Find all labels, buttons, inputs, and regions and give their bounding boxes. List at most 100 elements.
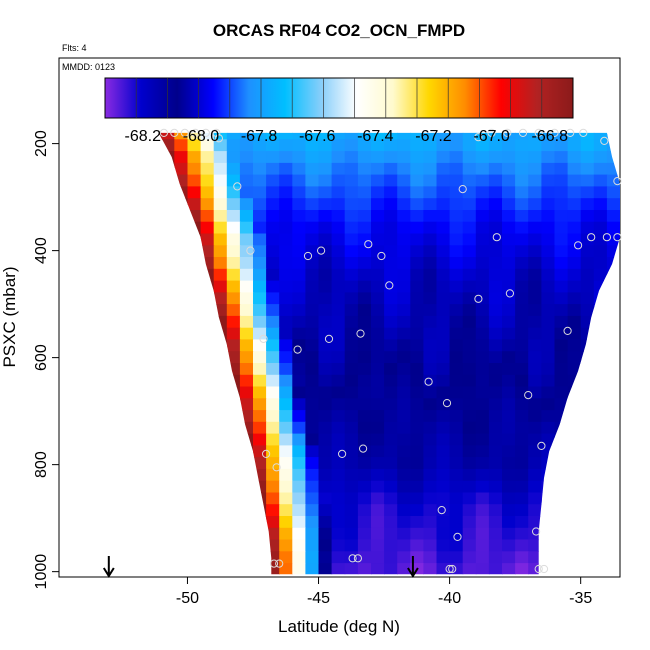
heatmap-cell: [331, 304, 346, 317]
heatmap-cell: [488, 433, 503, 446]
heatmap-cell: [436, 492, 451, 505]
heatmap-cell: [253, 198, 267, 211]
heatmap-cell: [462, 292, 477, 305]
heatmap-cell: [239, 339, 254, 352]
heatmap-cell: [305, 398, 320, 411]
heatmap-cell: [462, 162, 477, 176]
heatmap-cell: [580, 386, 595, 399]
heatmap-cell: [266, 210, 280, 223]
heatmap-cell: [593, 421, 608, 435]
heatmap-cell: [187, 504, 202, 517]
heatmap-cell: [239, 504, 254, 517]
heatmap-cell: [200, 410, 215, 423]
heatmap-cell: [174, 268, 188, 282]
heatmap-cell: [174, 132, 188, 140]
heatmap-cell: [502, 563, 516, 575]
heatmap-cell: [239, 492, 254, 505]
observation-point: [201, 128, 210, 137]
observation-point: [214, 134, 223, 143]
heatmap-cell: [253, 445, 267, 458]
heatmap-cell: [305, 162, 320, 176]
heatmap-cell: [580, 421, 595, 435]
heatmap-cell: [528, 132, 542, 140]
heatmap-cell: [397, 304, 411, 317]
heatmap-cell: [541, 210, 556, 223]
heatmap-cell: [436, 304, 451, 317]
heatmap-cell: [279, 280, 293, 293]
observation-point: [424, 377, 433, 386]
observation-point: [170, 128, 179, 137]
heatmap-cell: [266, 151, 280, 164]
heatmap-cell: [528, 410, 542, 423]
heatmap-cell: [187, 210, 202, 223]
heatmap-cell: [567, 433, 582, 446]
heatmap-cell: [292, 292, 306, 305]
heatmap-cell: [462, 304, 477, 317]
heatmap-cell: [331, 268, 346, 282]
heatmap-cell: [502, 351, 516, 364]
heatmap-cell: [253, 327, 267, 341]
heatmap-cell: [161, 468, 175, 482]
heatmap-cell: [187, 445, 202, 458]
heatmap-cell: [541, 551, 556, 564]
heatmap-cell: [213, 327, 228, 341]
heatmap-cell: [515, 421, 529, 435]
heatmap-cell: [384, 421, 398, 435]
heatmap-cell: [305, 198, 320, 211]
heatmap-cell: [528, 292, 542, 305]
heatmap-cell: [593, 480, 608, 494]
heatmap-cell: [462, 468, 477, 482]
heatmap-cell: [305, 304, 320, 317]
observation-point: [453, 532, 462, 542]
heatmap-cell: [161, 351, 175, 364]
heatmap-cell: [371, 363, 385, 376]
heatmap-cell: [292, 174, 306, 187]
heatmap-cell: [397, 363, 411, 376]
heatmap-cell: [436, 174, 451, 187]
heatmap-cell: [554, 280, 569, 293]
heatmap-cell: [475, 351, 490, 364]
heatmap-cell: [541, 162, 556, 176]
x-tick-label: -40: [438, 590, 461, 607]
heatmap-cell: [397, 186, 411, 199]
heatmap-cell: [266, 257, 280, 270]
heatmap-cell: [279, 174, 293, 187]
heatmap-cell: [318, 151, 333, 164]
heatmap-cell: [318, 257, 333, 270]
heatmap-cell: [502, 492, 516, 505]
heatmap-cell: [161, 292, 175, 305]
observation-point: [503, 128, 512, 137]
heatmap-cell: [226, 151, 241, 164]
heatmap-cell: [410, 363, 424, 376]
heatmap-cell: [606, 398, 620, 411]
colorbar-tick-label: -67.6: [299, 128, 336, 145]
heatmap-cell: [357, 139, 372, 152]
heatmap-cell: [462, 363, 477, 376]
heatmap-cell: [253, 492, 267, 505]
heatmap-cell: [488, 132, 503, 140]
heatmap-cell: [292, 268, 306, 282]
heatmap-cell: [292, 198, 306, 211]
heatmap-cell: [397, 492, 411, 505]
heatmap-cell: [528, 174, 542, 187]
heatmap-cell: [462, 233, 477, 246]
heatmap-cell: [554, 527, 569, 541]
observation-point: [246, 246, 255, 255]
heatmap-cell: [488, 410, 503, 423]
heatmap-cell: [266, 268, 280, 282]
flight-marker-arrow: [102, 556, 115, 578]
heatmap-cell: [436, 457, 451, 470]
heatmap-cell: [213, 174, 228, 187]
heatmap-cell: [567, 292, 582, 305]
heatmap-cell: [279, 268, 293, 282]
heatmap-cell: [488, 245, 503, 258]
heatmap-cell: [423, 504, 438, 517]
heatmap-cell: [158, 363, 162, 376]
heatmap-cell: [174, 162, 188, 176]
heatmap-cell: [397, 374, 411, 388]
heatmap-cell: [515, 539, 529, 552]
heatmap-cell: [580, 151, 595, 164]
heatmap-cell: [606, 139, 620, 152]
heatmap-cell: [580, 563, 595, 575]
heatmap-cell: [410, 398, 424, 411]
